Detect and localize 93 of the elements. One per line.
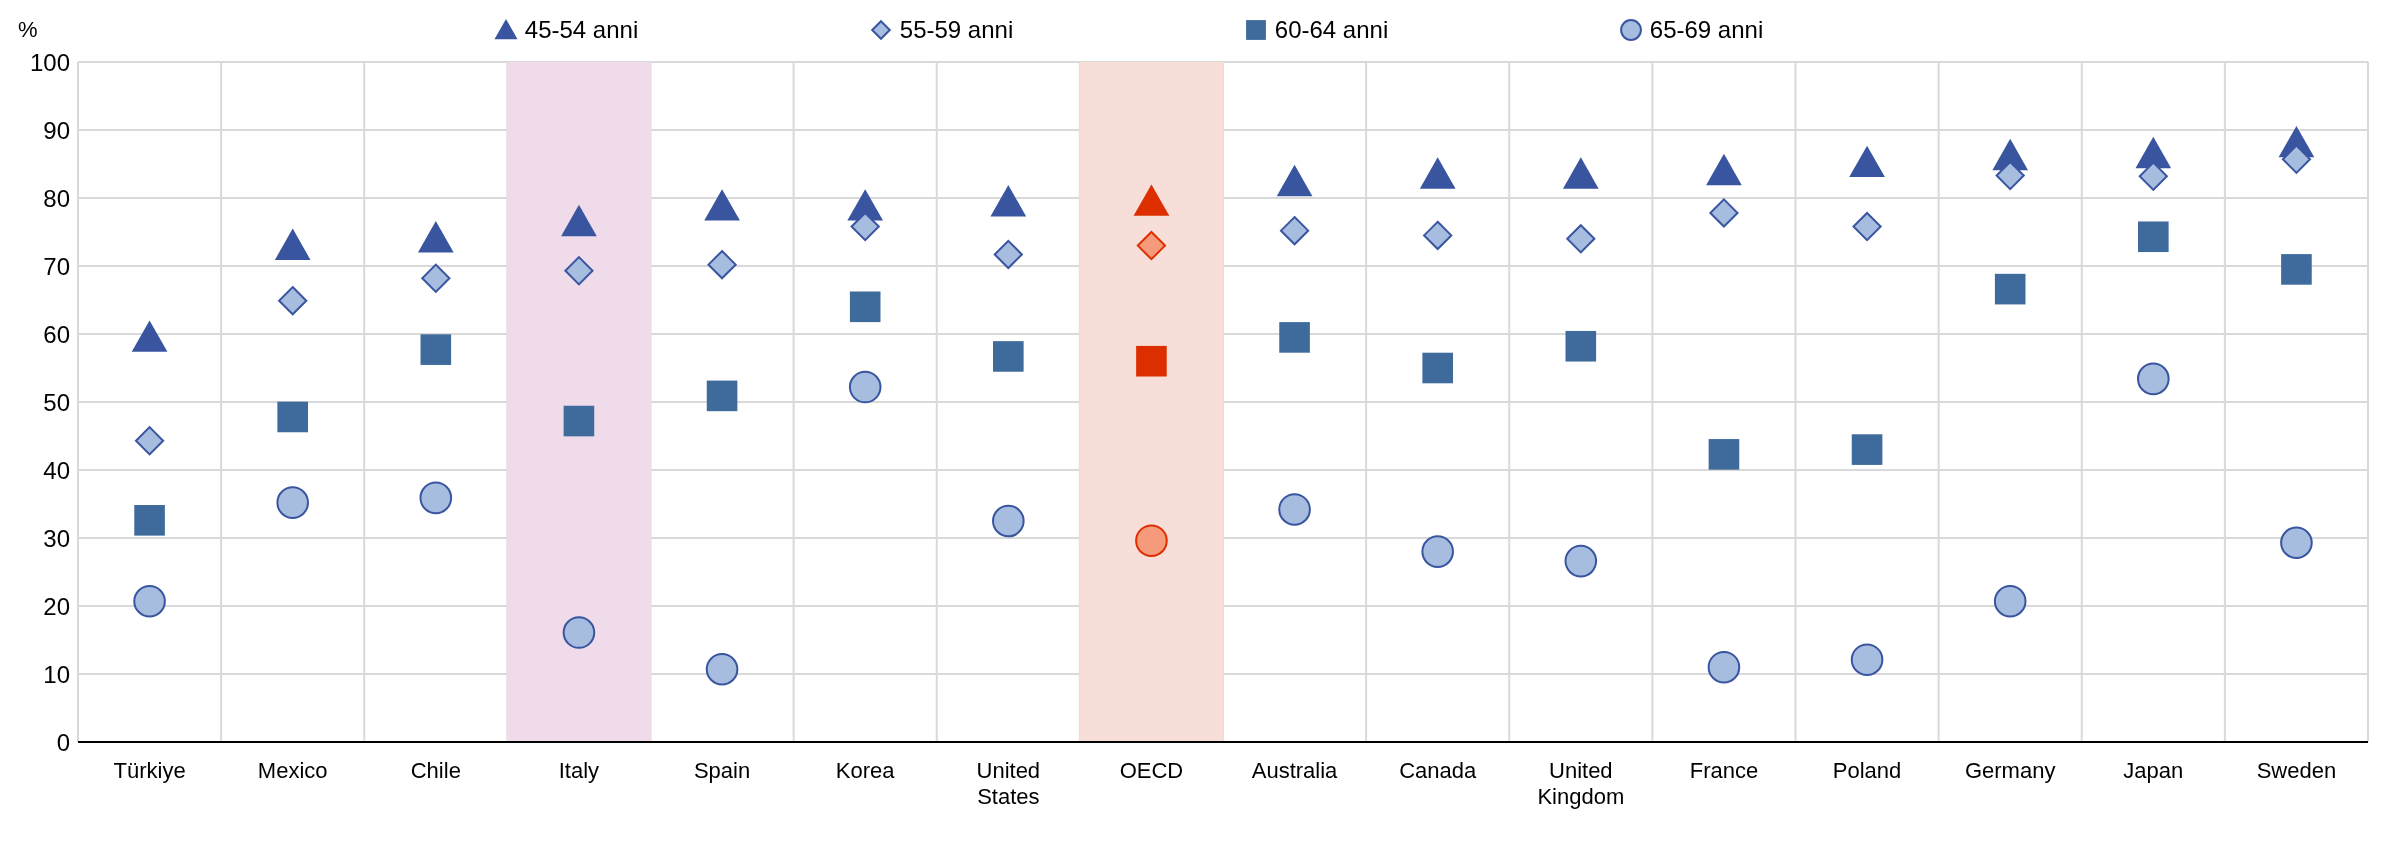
point [2137,362,2170,396]
y-tick-label: 60 [43,320,70,348]
point [1706,153,1742,186]
point [1708,439,1740,470]
point [419,481,453,515]
point [1851,434,1883,465]
legend-label: 55-59 anni [899,16,1014,44]
point [706,380,738,412]
point [563,405,595,437]
point [1279,216,1310,246]
point [133,584,166,618]
point [1135,524,1168,558]
point [1566,224,1596,254]
point [421,263,451,293]
point [277,401,308,433]
point [1850,643,1884,677]
x-tick-label: Japan [2123,758,2184,783]
point [1136,231,1167,261]
point [1565,330,1597,362]
x-tick-label: Italy [558,758,600,783]
x-tick-label: Türkiye [113,758,186,783]
point [1709,198,1739,228]
point [2138,161,2168,191]
x-tick-label: Poland [1832,758,1902,783]
y-tick-label: 30 [43,524,70,552]
y-tick-label: 20 [43,592,70,620]
x-tick-label: Mexico [257,758,328,783]
y-tick-label: 100 [29,48,70,76]
y-tick-label: 70 [43,252,70,280]
point [1849,145,1885,178]
point [1564,544,1598,578]
point [417,221,454,253]
point [134,426,165,456]
point [705,652,739,686]
point [1852,211,1882,242]
legend-label: 45-54 anni [524,16,639,44]
point [990,185,1027,217]
y-tick-label: 0 [56,728,70,756]
point [1276,164,1313,197]
point [420,334,452,365]
point [2280,526,2313,560]
point [704,189,740,221]
point [850,211,880,242]
point [2281,254,2312,285]
point [848,370,882,404]
point [278,286,308,316]
point [992,504,1025,538]
point [849,291,881,323]
x-tick-label: Germany [1964,758,2056,783]
x-tick-label: United States [976,758,1041,809]
point [561,204,597,237]
x-tick-label: Canada [1399,758,1477,783]
point [993,239,1023,270]
x-tick-label: United Kingdom [1537,758,1625,809]
point [1707,650,1741,684]
x-tick-label: Sweden [2256,758,2337,783]
point [134,505,165,536]
point [564,256,594,286]
y-tick-label: 90 [43,116,70,144]
x-tick-label: OECD [1119,758,1184,783]
legend-label: 60-64 anni [1274,16,1389,44]
point [1993,584,2027,618]
x-tick-label: Chile [410,758,461,783]
point [562,616,596,649]
point [1562,157,1599,189]
y-tick-label: 50 [43,388,70,416]
x-tick-label: Spain [693,758,751,783]
legend-label: 65-69 anni [1649,16,1764,44]
point [2138,221,2169,253]
point [1419,157,1456,189]
point [1423,220,1453,250]
x-tick-label: Korea [835,758,896,783]
point [707,250,737,280]
point [1279,322,1310,353]
point [1136,345,1167,377]
y-axis-title: % [17,17,39,43]
x-tick-label: Australia [1251,758,1339,783]
y-tick-label: 40 [43,456,70,484]
point [1422,352,1453,384]
point [131,320,168,352]
point [274,228,311,261]
point [993,341,1024,372]
point [1994,273,2026,305]
point [276,486,309,519]
point [2135,136,2172,169]
point [1133,184,1170,216]
point [1421,535,1454,568]
point [1278,493,1311,526]
y-tick-label: 10 [43,660,70,688]
point [1995,160,2025,191]
y-tick-label: 80 [43,184,70,212]
point [2281,144,2312,174]
x-tick-label: France [1689,758,1759,783]
